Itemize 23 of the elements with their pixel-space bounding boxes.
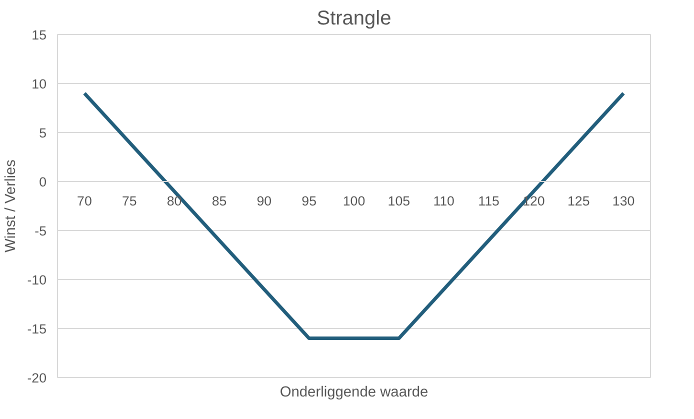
y-tick-label: -20 [27,370,46,386]
x-tick-label: 115 [478,194,500,208]
y-tick-label: 5 [39,126,47,140]
x-tick-label: 95 [302,194,316,208]
y-tick-label: -15 [27,322,46,336]
x-tick-label: 125 [568,194,590,208]
y-axis-title: Winst / Verlies [3,160,20,252]
x-tick-label: 110 [433,194,454,208]
x-tick-label: 90 [256,194,272,208]
x-tick-label: 100 [342,194,366,208]
x-axis-title: Onderliggende waarde [280,384,428,400]
y-tick-label: 0 [39,174,47,190]
y-tick-label: -10 [27,272,46,288]
x-tick-label: 105 [388,194,410,208]
chart-title: Strangle [316,8,392,30]
y-tick-label: 15 [32,28,47,42]
x-tick-label: 70 [77,194,92,208]
x-tick-label: 75 [122,194,137,208]
x-tick-label: 85 [212,194,227,208]
x-tick-label: 130 [612,194,635,208]
x-tick-label: 80 [166,194,182,208]
y-tick-label: -5 [34,224,47,238]
y-tick-label: 10 [32,76,47,92]
